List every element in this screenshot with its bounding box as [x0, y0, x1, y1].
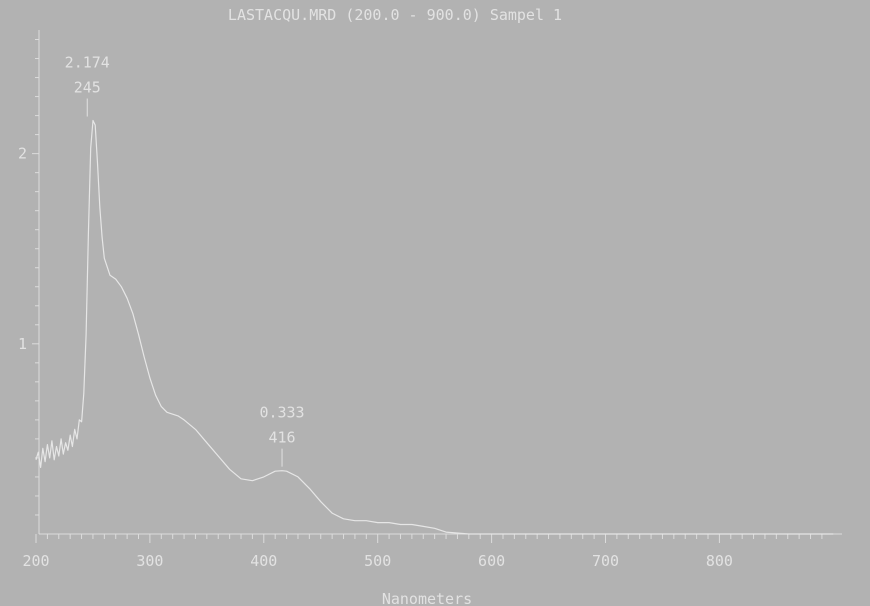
x-ticks: [35, 534, 823, 543]
x-tick-labels: 200 300 400 500 600 700 800: [22, 552, 732, 570]
annotation-group: 245 2.174 416 0.333: [65, 54, 305, 467]
series-line-0: [35, 119, 834, 535]
x-tick-label: 700: [592, 552, 619, 570]
series-group: [35, 119, 834, 535]
x-tick-label: 200: [22, 552, 49, 570]
peak-wavelength-label: 245: [74, 79, 101, 97]
y-tick-label: 2: [18, 145, 27, 163]
y-tick-label: 1: [18, 335, 27, 353]
y-tick-labels: 12: [18, 145, 27, 353]
peak-value-label: 2.174: [65, 54, 110, 72]
peak-wavelength-label: 416: [268, 429, 295, 447]
x-tick-label: 800: [706, 552, 733, 570]
x-tick-label: 500: [364, 552, 391, 570]
x-tick-label: 600: [478, 552, 505, 570]
x-tick-label: 300: [136, 552, 163, 570]
y-ticks: [32, 39, 39, 516]
chart-title: LASTACQU.MRD (200.0 - 900.0) Sampel 1: [228, 6, 562, 24]
x-tick-label: 400: [250, 552, 277, 570]
x-axis-label: Nanometers: [382, 590, 472, 606]
peak-value-label: 0.333: [259, 404, 304, 422]
